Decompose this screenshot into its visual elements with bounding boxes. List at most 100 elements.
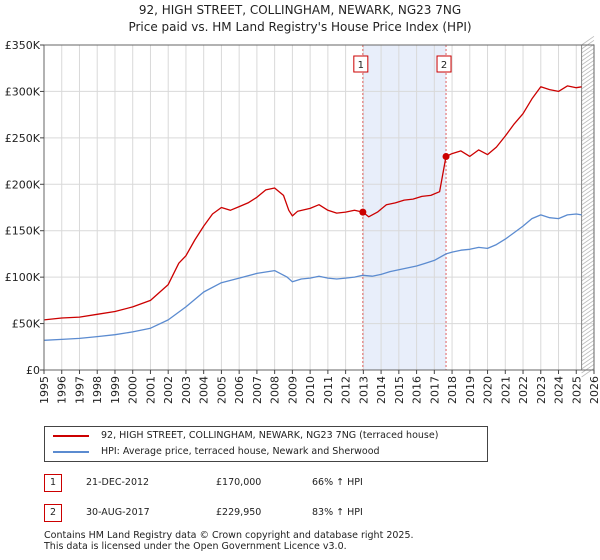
forecast-hatch — [581, 255, 595, 266]
x-tick-label: 2020 — [482, 376, 495, 404]
sale-label-box — [353, 55, 369, 73]
x-tick-label: 2022 — [517, 376, 530, 404]
x-tick-label: 2001 — [144, 376, 157, 404]
transaction-price: £170,000 — [216, 477, 262, 488]
x-tick-label: 2007 — [251, 376, 264, 404]
footer-license: This data is licensed under the Open Gov… — [44, 541, 347, 552]
forecast-hatch — [581, 115, 595, 126]
chart-area: 1 2 £0 £50K £100K £150K £200K £250K £300K £350K 1… — [5, 35, 600, 404]
legend-label-property: 92, HIGH STREET, COLLINGHAM, NEWARK, NG2… — [101, 430, 439, 441]
forecast-hatch — [581, 123, 595, 134]
x-tick-label: 2002 — [162, 376, 175, 404]
forecast-hatch — [581, 347, 595, 358]
forecast-hatch — [581, 187, 595, 198]
forecast-hatch — [581, 67, 595, 78]
forecast-hatch — [581, 211, 595, 222]
x-tick-label: 2023 — [535, 376, 548, 404]
forecast-hatch — [581, 203, 595, 214]
x-tick-label: 2021 — [499, 376, 512, 404]
x-tick-label: 1996 — [56, 376, 69, 404]
forecast-hatch — [581, 127, 595, 138]
forecast-hatch — [581, 103, 595, 114]
x-tick-label: 2003 — [180, 376, 193, 404]
forecast-hatch — [581, 275, 595, 286]
footer-copyright: Contains HM Land Registry data © Crown c… — [44, 530, 414, 541]
hpi-series-line — [43, 213, 582, 341]
forecast-hatch — [581, 267, 595, 278]
forecast-hatch — [581, 351, 595, 362]
forecast-hatch — [581, 51, 595, 62]
forecast-hatch — [581, 63, 595, 74]
forecast-hatch — [581, 95, 595, 106]
forecast-hatch — [581, 279, 595, 290]
x-tick-label: 2005 — [215, 376, 228, 404]
forecast-hatch — [581, 223, 595, 234]
forecast-hatch — [581, 91, 595, 102]
y-tick-label: £0 — [26, 364, 40, 377]
forecast-hatch — [581, 143, 595, 154]
x-tick-label: 2000 — [127, 376, 140, 404]
forecast-hatch — [581, 35, 595, 46]
forecast-hatch — [581, 99, 595, 110]
ownership-span — [362, 45, 447, 370]
chart-subtitle: Price paid vs. HM Land Registry's House … — [128, 20, 472, 34]
forecast-hatch — [581, 167, 595, 178]
forecast-hatch — [581, 227, 595, 238]
forecast-hatch — [581, 183, 595, 194]
forecast-hatch — [581, 323, 595, 334]
forecast-hatch — [581, 199, 595, 210]
forecast-hatch — [581, 75, 595, 86]
legend-swatch-property — [53, 435, 89, 437]
sale-label: 1 — [358, 60, 364, 71]
transaction-price: £229,950 — [216, 507, 262, 518]
transaction-badge: 2 — [44, 504, 62, 522]
forecast-hatch — [581, 231, 595, 242]
y-tick-label: £200K — [5, 178, 41, 191]
y-tick-label: £100K — [5, 271, 41, 284]
forecast-hatch — [581, 247, 595, 258]
x-tick-label: 2024 — [553, 376, 566, 404]
forecast-hatch — [581, 235, 595, 246]
forecast-hatch — [581, 147, 595, 158]
legend: 92, HIGH STREET, COLLINGHAM, NEWARK, NG2… — [44, 426, 488, 462]
forecast-hatch — [581, 87, 595, 98]
forecast-hatch — [581, 71, 595, 82]
y-tick-label: £300K — [5, 85, 41, 98]
x-tick-label: 2013 — [357, 376, 370, 404]
forecast-hatch — [581, 79, 595, 90]
x-tick-label: 2011 — [322, 376, 335, 404]
forecast-hatch — [581, 195, 595, 206]
forecast-hatch — [581, 159, 595, 170]
forecast-hatch — [581, 251, 595, 262]
x-tick-label: 2008 — [269, 376, 282, 404]
forecast-hatch — [581, 355, 595, 366]
transaction-date: 30-AUG-2017 — [86, 507, 150, 518]
forecast-hatch — [581, 339, 595, 350]
forecast-hatch — [581, 287, 595, 298]
forecast-hatch — [581, 43, 595, 54]
x-tick-label: 2019 — [464, 376, 477, 404]
x-tick-label: 2017 — [428, 376, 441, 404]
forecast-hatch — [581, 119, 595, 130]
forecast-hatch — [581, 155, 595, 166]
y-tick-label: £250K — [5, 132, 41, 145]
x-tick-label: 1998 — [91, 376, 104, 404]
forecast-hatch — [581, 303, 595, 314]
forecast-hatch — [581, 299, 595, 310]
y-tick-label: £50K — [12, 318, 41, 331]
forecast-hatch — [581, 359, 595, 370]
forecast-hatch — [581, 47, 595, 58]
sale-label-box — [436, 55, 452, 73]
forecast-hatch — [581, 111, 595, 122]
forecast-hatch — [581, 315, 595, 326]
x-tick-label: 2016 — [411, 376, 424, 404]
transaction-date: 21-DEC-2012 — [86, 477, 150, 488]
transaction-hpi-change: 83% ↑ HPI — [312, 507, 363, 518]
forecast-hatch — [581, 191, 595, 202]
forecast-hatch — [581, 83, 595, 94]
forecast-hatch — [581, 179, 595, 190]
x-tick-label: 1995 — [38, 376, 51, 404]
transaction-row: 2 30-AUG-2017 £229,950 83% ↑ HPI — [44, 503, 564, 523]
forecast-hatch — [581, 343, 595, 354]
forecast-hatch — [581, 319, 595, 330]
